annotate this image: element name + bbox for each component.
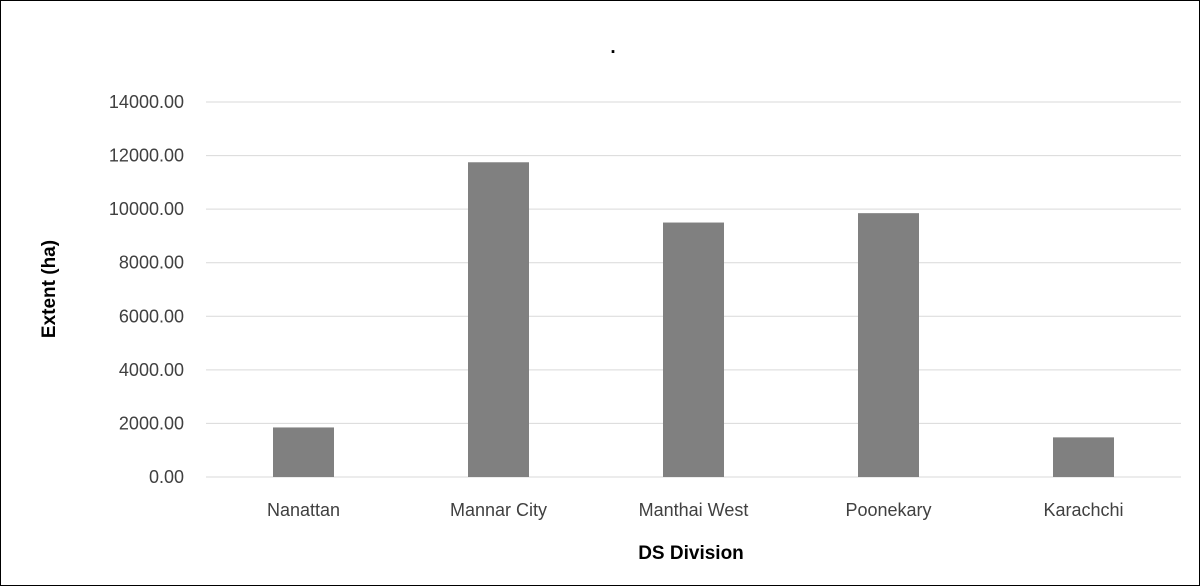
y-tick-label: 6000.00 — [119, 306, 184, 326]
x-tick-label: Manthai West — [639, 500, 749, 520]
x-tick-label: Nanattan — [267, 500, 340, 520]
y-axis-ticks: 0.00 2000.00 4000.00 6000.00 8000.00 10000.00… — [109, 92, 184, 487]
x-tick-label: Karachchi — [1043, 500, 1123, 520]
bar-manthai-west — [663, 222, 724, 477]
y-tick-label: 0.00 — [149, 467, 184, 487]
y-tick-label: 14000.00 — [109, 92, 184, 112]
x-axis-title: DS Division — [638, 543, 744, 564]
x-axis-ticks: Nanattan Mannar City Manthai West Poonekary… — [267, 500, 1124, 520]
chart-title: . — [610, 37, 615, 58]
y-tick-label: 4000.00 — [119, 360, 184, 380]
y-tick-label: 10000.00 — [109, 199, 184, 219]
bar-karachchi — [1053, 437, 1114, 477]
x-tick-label: Poonekary — [845, 500, 931, 520]
bar-mannar-city — [468, 162, 529, 477]
y-tick-label: 12000.00 — [109, 146, 184, 166]
y-axis-title: Extent (ha) — [39, 240, 60, 338]
bar-poonekary — [858, 213, 919, 478]
bars — [273, 162, 1114, 478]
x-tick-label: Mannar City — [450, 500, 547, 520]
bar-nanattan — [273, 427, 334, 477]
y-tick-label: 2000.00 — [119, 413, 184, 433]
y-tick-label: 8000.00 — [119, 253, 184, 273]
